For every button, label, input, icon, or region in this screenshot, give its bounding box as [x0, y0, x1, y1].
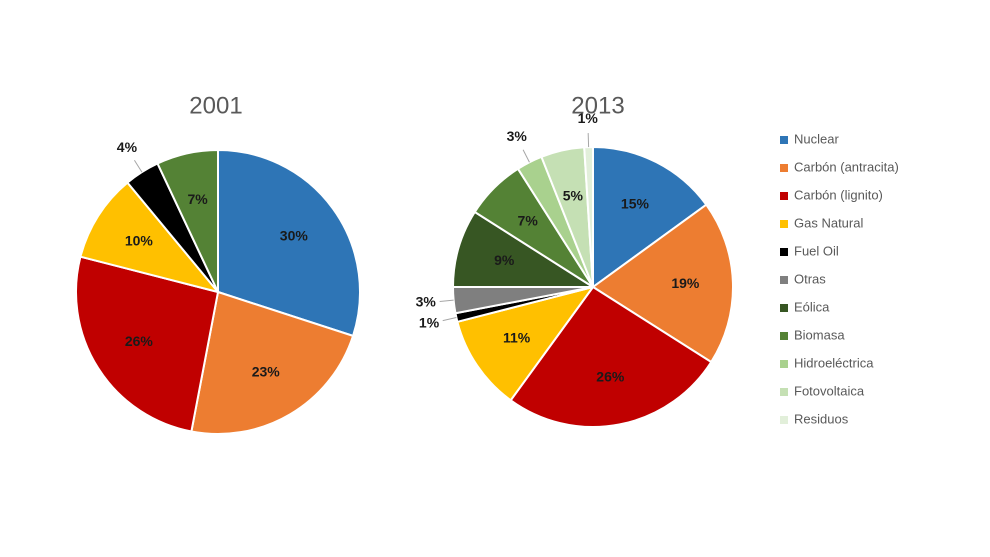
- data-label: 1%: [578, 110, 599, 126]
- data-label: 15%: [621, 195, 650, 211]
- pie-slice: [592, 145, 708, 289]
- legend-label: Gas Natural: [794, 215, 863, 230]
- data-label: 7%: [187, 191, 208, 207]
- data-label: 11%: [503, 330, 531, 346]
- legend-swatch: [780, 388, 788, 396]
- data-label: 3%: [507, 128, 528, 144]
- legend-label: Otras: [794, 271, 826, 286]
- pie-slice: [190, 290, 355, 435]
- legend-swatch: [780, 248, 788, 256]
- data-label: 7%: [518, 212, 539, 228]
- legend-swatch: [780, 220, 788, 228]
- data-label: 19%: [671, 275, 700, 291]
- data-label: 4%: [117, 139, 138, 155]
- legend-swatch: [780, 136, 788, 144]
- legend-label: Carbón (lignito): [794, 187, 883, 202]
- legend-label: Fotovoltaica: [794, 383, 865, 398]
- legend-label: Biomasa: [794, 327, 845, 342]
- legend-swatch: [780, 304, 788, 312]
- data-label: 26%: [125, 333, 154, 349]
- legend-label: Carbón (antracita): [794, 159, 899, 174]
- data-label: 30%: [280, 228, 309, 244]
- pie-slice: [451, 210, 597, 288]
- pie-slice: [217, 148, 361, 338]
- data-label: 26%: [596, 368, 625, 384]
- legend-label: Fuel Oil: [794, 243, 839, 258]
- leader-line: [522, 149, 530, 163]
- data-label: 3%: [416, 294, 437, 310]
- legend-swatch: [780, 360, 788, 368]
- legend-label: Eólica: [794, 299, 830, 314]
- leader-line: [133, 160, 143, 173]
- pie-slice: [591, 203, 734, 364]
- legend-label: Hidroeléctrica: [794, 355, 874, 370]
- data-label: 5%: [563, 188, 584, 204]
- legend-swatch: [780, 276, 788, 284]
- legend-swatch: [780, 164, 788, 172]
- legend-swatch: [780, 416, 788, 424]
- pie-slice: [156, 148, 219, 293]
- pie-slice: [75, 255, 220, 433]
- data-label: 1%: [419, 314, 440, 330]
- leader-line: [442, 317, 457, 322]
- legend-swatch: [780, 332, 788, 340]
- leader-line: [439, 299, 454, 302]
- legend-label: Nuclear: [794, 131, 839, 146]
- data-label: 23%: [252, 363, 281, 379]
- chart-title: 2013: [571, 92, 624, 119]
- chart-title: 2001: [189, 92, 242, 119]
- data-label: 10%: [125, 232, 154, 248]
- data-label: 9%: [494, 252, 515, 268]
- pie-slice: [509, 285, 713, 428]
- pie-slice: [456, 285, 596, 402]
- legend-swatch: [780, 192, 788, 200]
- legend-label: Residuos: [794, 411, 849, 426]
- pie-slice: [79, 181, 221, 294]
